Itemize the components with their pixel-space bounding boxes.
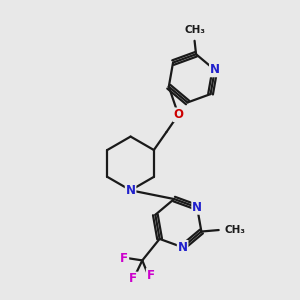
Text: F: F	[120, 251, 128, 265]
Text: N: N	[178, 241, 188, 254]
Text: CH₃: CH₃	[184, 25, 205, 35]
Text: N: N	[210, 64, 220, 76]
Text: N: N	[126, 184, 136, 197]
Text: N: N	[192, 201, 202, 214]
Text: O: O	[173, 108, 183, 121]
Text: F: F	[129, 272, 137, 285]
Text: CH₃: CH₃	[225, 225, 246, 235]
Text: F: F	[147, 269, 155, 282]
